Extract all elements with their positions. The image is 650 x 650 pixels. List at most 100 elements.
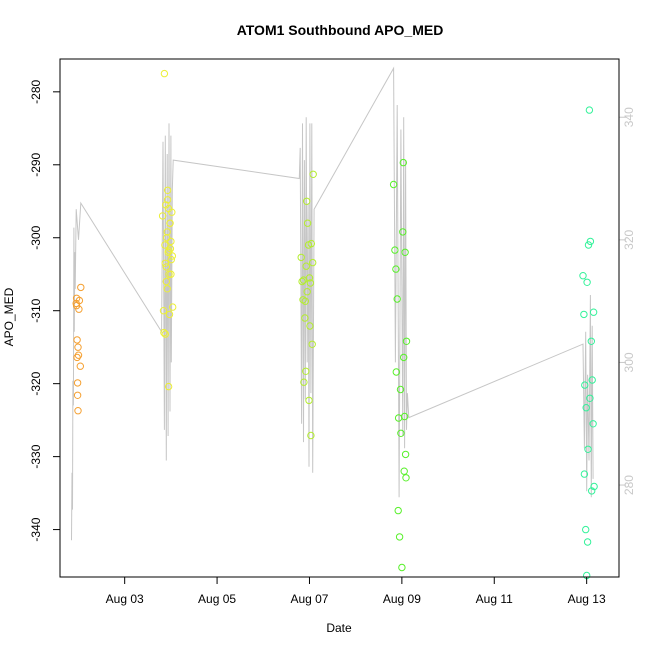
data-point <box>167 255 176 264</box>
data-point <box>162 263 171 271</box>
data-point <box>397 429 405 437</box>
data-point <box>168 208 176 216</box>
data-point <box>160 328 168 337</box>
data-point <box>399 228 407 236</box>
data-point <box>400 467 408 475</box>
data-point <box>74 343 82 351</box>
data-point <box>298 277 306 286</box>
data-point <box>308 340 316 348</box>
y-tick-label: -330 <box>29 444 43 468</box>
data-point <box>169 303 177 311</box>
data-point <box>166 245 175 253</box>
y2-tick-label: 320 <box>622 230 636 250</box>
data-point <box>586 237 595 246</box>
y-tick-label: -290 <box>29 152 43 176</box>
x-axis-label: Date <box>326 621 352 635</box>
data-point <box>297 253 305 262</box>
data-point <box>168 252 177 260</box>
data-point <box>167 237 175 246</box>
y-tick-label: -300 <box>29 225 43 249</box>
data-point <box>402 474 410 482</box>
data-point <box>393 295 401 303</box>
data-point <box>163 285 171 293</box>
chart-title: ATOM1 Southbound APO_MED <box>237 22 444 38</box>
data-point <box>583 278 591 286</box>
data-point <box>166 219 174 227</box>
data-point <box>73 379 82 387</box>
y2-tick-label: 280 <box>622 475 636 495</box>
data-point <box>74 351 83 359</box>
data-point <box>402 337 411 345</box>
data-point <box>399 158 407 167</box>
data-point <box>309 170 317 179</box>
data-point <box>75 305 83 313</box>
data-point <box>589 308 598 316</box>
data-point <box>300 378 308 386</box>
x-tick-label: Aug 13 <box>568 592 606 606</box>
x-tick-label: Aug 09 <box>383 592 421 606</box>
data-point <box>302 367 310 375</box>
data-point <box>302 262 310 270</box>
data-point <box>163 186 172 195</box>
y-tick-label: -320 <box>29 371 43 395</box>
data-point <box>583 538 592 546</box>
data-point <box>394 414 403 422</box>
data-point <box>77 283 85 292</box>
y2-tick-label: 340 <box>622 107 636 127</box>
y-axis-label: APO_MED <box>2 287 16 346</box>
data-point <box>400 353 408 362</box>
data-point <box>161 330 170 338</box>
data-point <box>398 563 406 572</box>
data-point <box>391 246 399 254</box>
data-point <box>164 248 172 257</box>
data-point <box>582 404 590 412</box>
data-point <box>161 259 170 267</box>
y-tick-label: -310 <box>29 298 43 322</box>
data-point <box>589 420 597 428</box>
y-tick-label: -280 <box>29 80 43 104</box>
data-point <box>392 368 400 376</box>
data-point <box>163 196 172 204</box>
data-point <box>75 296 84 305</box>
data-point <box>73 391 82 399</box>
data-point <box>158 212 167 220</box>
data-point <box>167 270 175 278</box>
data-point <box>160 69 169 78</box>
data-point <box>586 394 594 402</box>
data-point <box>303 288 311 296</box>
axes-layer: Aug 03 Aug 05 Aug 07 Aug 09 Aug 11 Aug 13 -340… <box>29 80 636 606</box>
data-point <box>165 310 174 319</box>
x-tick-label: Aug 05 <box>198 592 236 606</box>
data-point <box>163 234 171 242</box>
data-point <box>396 385 405 394</box>
data-point <box>76 362 85 370</box>
data-point <box>401 450 410 459</box>
data-point <box>579 272 587 280</box>
data-point <box>303 219 312 227</box>
data-point <box>165 247 173 255</box>
data-point <box>588 487 596 495</box>
data-point <box>162 277 171 286</box>
x-tick-label: Aug 11 <box>476 592 513 606</box>
y2-tick-label: 300 <box>622 352 636 372</box>
data-point <box>306 279 315 287</box>
data-point <box>301 297 309 305</box>
data-point <box>580 470 589 478</box>
data-point <box>584 241 593 249</box>
data-point <box>301 314 309 322</box>
data-point <box>74 407 82 415</box>
data-point <box>588 376 596 384</box>
data-point <box>584 445 592 453</box>
data-point <box>73 353 81 362</box>
data-point <box>582 525 590 534</box>
x-tick-label: Aug 03 <box>106 592 144 606</box>
data-point <box>299 276 308 284</box>
plot-frame <box>59 58 620 578</box>
y-tick-label: -340 <box>29 517 43 541</box>
data-point <box>587 337 595 345</box>
data-point <box>303 197 311 206</box>
data-point <box>401 248 409 257</box>
data-point <box>306 322 314 330</box>
data-point <box>392 265 400 273</box>
